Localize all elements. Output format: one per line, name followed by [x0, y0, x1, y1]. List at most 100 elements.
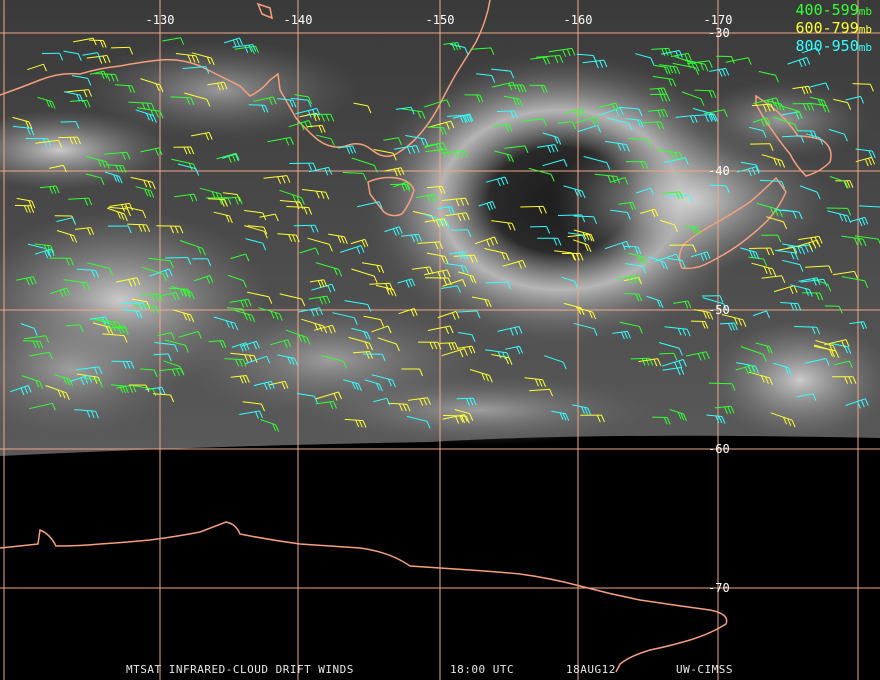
caption-source: UW-CIMSS [676, 663, 733, 676]
wind-barb [709, 184, 730, 193]
wind-barb [83, 377, 103, 388]
wind-barb [748, 371, 773, 385]
wind-barb [293, 224, 319, 233]
wind-barb [445, 212, 470, 222]
wind-barb [427, 126, 447, 135]
wind-barb [94, 73, 119, 82]
wind-barb [87, 262, 114, 276]
wind-barb [775, 246, 797, 255]
wind-barb [299, 247, 320, 256]
wind-barb [751, 262, 777, 277]
wind-barb [761, 234, 782, 243]
wind-barb [693, 309, 714, 320]
wind-barb [364, 379, 383, 392]
wind-barb [239, 410, 263, 419]
wind-barb [207, 81, 228, 91]
wind-barb [395, 106, 415, 115]
wind-barb [207, 198, 228, 207]
wind-barb [658, 342, 683, 356]
wind-barb [350, 238, 369, 248]
wind-barb [796, 393, 817, 401]
wind-barb [247, 225, 268, 235]
wind-barb [832, 376, 857, 384]
wind-barb [855, 156, 876, 167]
wind-barb [27, 63, 47, 72]
wind-barb [363, 353, 386, 362]
wind-barb [309, 279, 328, 288]
wind-barb [159, 367, 185, 377]
wind-barb [223, 37, 243, 48]
wind-barb [89, 70, 108, 79]
wind-barb [383, 137, 402, 145]
wind-barb [20, 323, 38, 336]
wind-barb [537, 237, 562, 246]
wind-barb [667, 257, 686, 268]
wind-barb [24, 335, 50, 343]
wind-barb [694, 114, 717, 123]
wind-barb [491, 68, 515, 79]
wind-barb [458, 332, 476, 342]
wind-barb [416, 193, 438, 203]
wind-barb [12, 116, 33, 130]
wind-barb [247, 291, 273, 304]
wind-barb [231, 342, 250, 352]
wind-barb [630, 357, 654, 366]
antarctica-coast [0, 521, 728, 673]
wind-barb [230, 375, 250, 384]
wind-barb [779, 105, 803, 119]
wind-barb [175, 53, 200, 64]
wind-barb [316, 134, 335, 146]
wind-barb [102, 333, 128, 343]
wind-barb [761, 275, 786, 283]
wind-barb [49, 164, 67, 173]
wind-barb [58, 136, 81, 145]
wind-barb [306, 124, 326, 133]
wind-barb [104, 151, 131, 160]
wind-barb [735, 364, 756, 375]
wind-barb [140, 368, 158, 378]
wind-barb [173, 146, 195, 155]
wind-barb [107, 225, 132, 234]
wind-barb [740, 346, 767, 362]
wind-barb [781, 259, 804, 272]
wind-barb [74, 409, 100, 419]
wind-barb [105, 164, 127, 173]
wind-barb [659, 64, 681, 75]
wind-barb [224, 358, 247, 367]
wind-barb [692, 108, 718, 122]
wind-barb [833, 360, 853, 369]
wind-barb [627, 137, 652, 148]
wind-barb [456, 345, 476, 354]
wind-barb [111, 360, 135, 369]
wind-barb [315, 262, 343, 277]
wind-barb [491, 354, 513, 365]
wind-barb [782, 135, 805, 143]
wind-barb [308, 166, 333, 176]
wind-barb [561, 252, 584, 261]
wind-barb [290, 97, 312, 108]
wind-barb [694, 89, 717, 99]
wind-barb [474, 236, 498, 247]
wind-barb [241, 340, 260, 350]
wind-barb [177, 163, 200, 176]
wind-barb [387, 402, 411, 412]
wind-barb [16, 276, 37, 286]
wind-barb [502, 259, 527, 269]
wind-barb [709, 67, 730, 77]
wind-barb [29, 351, 53, 360]
wind-barb [671, 52, 692, 62]
wind-barb [442, 414, 468, 424]
wind-barb [751, 103, 775, 112]
wind-barb [295, 107, 321, 118]
wind-barb [669, 409, 688, 422]
wind-barb [82, 52, 101, 60]
wind-barb [805, 265, 833, 274]
wind-barb [542, 159, 568, 167]
wind-barb [805, 133, 824, 145]
wind-barb [612, 330, 631, 340]
wind-barb [646, 295, 664, 308]
wind-barb [427, 325, 454, 335]
wind-barb [624, 293, 643, 302]
wind-barb [625, 118, 644, 128]
